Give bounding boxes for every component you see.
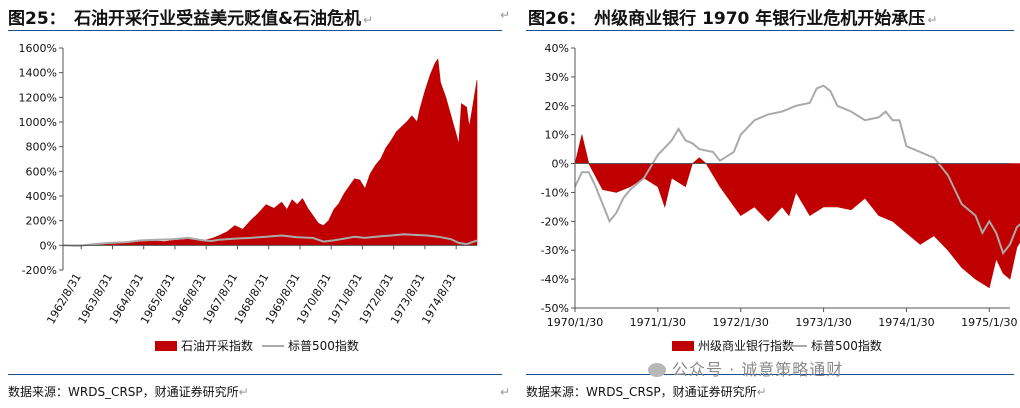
left-y-tick-label: 200% [26,215,57,228]
right-y-tick-label: 20% [545,100,569,113]
right-source-rule [526,374,1014,375]
right-title-rule [526,30,1014,31]
right-legend-label: 标普500指数 [811,338,882,353]
left-y-tick-label: 1400% [19,67,57,80]
left-source-rule [8,374,502,375]
right-x-tick-label: 1972/1/30 [713,316,769,329]
left-series-area [62,58,478,246]
right-y-tick-label: -10% [541,186,569,199]
right-legend-swatch [672,341,694,351]
right-x-tick-label: 1973/1/30 [795,316,851,329]
right-x-tick-label: 1974/1/30 [878,316,934,329]
left-y-tick-label: 400% [26,190,57,203]
left-chart-title: 图25： 石油开采行业受益美元贬值&石油危机 ↵ [8,9,374,29]
left-y-tick-label: 800% [26,141,57,154]
left-y-tick-label: 600% [26,165,57,178]
left-series-line [62,233,478,247]
right-y-tick-label: 40% [545,42,569,55]
right-y-tick-label: -50% [541,302,569,315]
right-x-tick-label: 1970/1/30 [547,316,603,329]
return-mark: ↵ [500,8,511,22]
wechat-icon [648,363,666,377]
right-x-tick-label: 1971/1/30 [630,316,686,329]
left-y-tick-label: 0% [40,239,57,252]
left-y-tick-label: 1200% [19,91,57,104]
right-source-note: 数据来源：WRDS_CRSP，财通证券研究所↵ [526,385,767,399]
right-series-line [574,84,1020,256]
watermark: 公众号 · 诚意策略通财 [648,356,843,380]
right-y-tick-label: 30% [545,71,569,84]
right-chart-title: 图26： 州级商业银行 1970 年银行业危机开始承压 ↵ [528,9,938,29]
left-y-tick-label: 1600% [19,42,57,55]
return-mark: ↵ [362,13,374,27]
right-y-tick-label: 0% [552,158,569,171]
right-y-tick-label: -20% [541,215,569,228]
left-legend-label: 石油开采指数 [181,338,253,353]
right-y-tick-label: -30% [541,244,569,257]
right-legend-label: 州级商业银行指数 [698,338,794,353]
left-y-tick-label: 1000% [19,116,57,129]
right-y-tick-label: -40% [541,273,569,286]
left-y-tick-label: -200% [22,264,57,277]
left-title-rule [8,30,502,31]
return-mark: ↵ [500,385,511,399]
right-x-tick-label: 1975/1/30 [961,316,1017,329]
left-legend-label: 标普500指数 [288,338,359,353]
return-mark: ↵ [756,385,767,399]
right-y-tick-label: 10% [545,129,569,142]
return-mark: ↵ [927,13,938,27]
left-legend-swatch [155,341,177,351]
return-mark: ↵ [238,385,249,399]
left-source-note: 数据来源：WRDS_CRSP，财通证券研究所↵ [8,385,249,399]
right-series-area [574,134,1020,289]
